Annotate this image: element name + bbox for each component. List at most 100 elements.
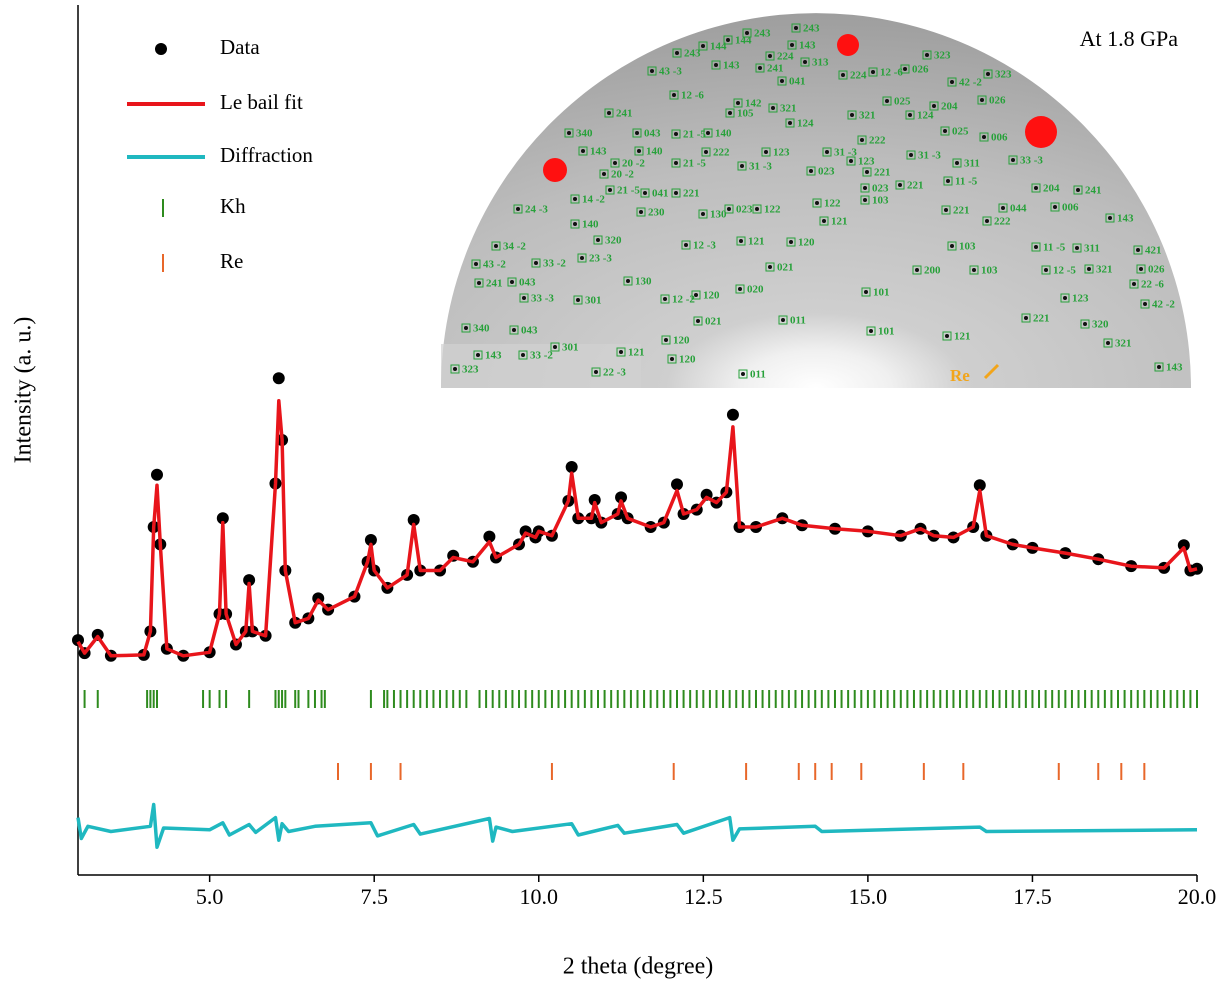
data-point xyxy=(364,534,377,547)
reflection-label: 243 xyxy=(754,28,771,40)
reflection-box xyxy=(671,188,681,198)
reflection-spot xyxy=(714,63,718,67)
reflection-box xyxy=(1050,202,1060,212)
reflection-box xyxy=(636,207,646,217)
reflection-label: 323 xyxy=(995,69,1012,81)
reflection-spot xyxy=(1063,296,1067,300)
reflection-spot xyxy=(1143,302,1147,306)
reflection-label: 224 xyxy=(777,51,794,63)
reflection-label: 221 xyxy=(953,205,970,217)
reflection-box xyxy=(812,198,822,208)
reflection-box xyxy=(647,66,657,76)
reflection-box xyxy=(1084,264,1094,274)
reflection-box xyxy=(765,51,775,61)
legend-label: Data xyxy=(220,35,260,59)
reflection-box xyxy=(450,364,460,374)
reflection-box xyxy=(672,48,682,58)
reflection-box xyxy=(979,132,989,142)
reflection-label: 42 -2 xyxy=(959,77,982,89)
reflection-box xyxy=(905,110,915,120)
reflection-label: 222 xyxy=(713,147,730,159)
reflection-box xyxy=(667,354,677,364)
reflection-spot xyxy=(771,106,775,110)
reflection-label: 321 xyxy=(859,110,876,122)
reflection-label: 025 xyxy=(952,126,969,138)
reflection-spot xyxy=(781,318,785,322)
reflection-spot xyxy=(704,150,708,154)
reflection-box xyxy=(857,135,867,145)
reflection-box xyxy=(998,203,1008,213)
reflection-spot xyxy=(494,244,498,248)
reflection-spot xyxy=(815,201,819,205)
data-point xyxy=(150,468,163,481)
reflection-label: 21 -5 xyxy=(683,158,706,170)
reflection-label: 026 xyxy=(1148,264,1165,276)
reflection-label: 021 xyxy=(777,262,794,274)
reflection-label: 204 xyxy=(941,101,958,113)
data-point xyxy=(272,372,285,385)
reflection-spot xyxy=(738,287,742,291)
reflection-label: 026 xyxy=(912,64,929,76)
reflection-box xyxy=(577,253,587,263)
reflection-label: 230 xyxy=(648,207,665,219)
reflection-spot xyxy=(908,113,912,117)
reflection-label: 12 -6 xyxy=(880,67,903,79)
reflection-box xyxy=(906,150,916,160)
reflection-label: 026 xyxy=(989,95,1006,107)
reflection-label: 103 xyxy=(981,265,998,277)
reflection-label: 124 xyxy=(917,110,934,122)
reflection-label: 12 -5 xyxy=(1053,265,1076,277)
reflection-label: 320 xyxy=(1092,319,1109,331)
reflection-box xyxy=(895,180,905,190)
reflection-spot xyxy=(650,69,654,73)
reflection-label: 006 xyxy=(991,132,1008,144)
reflection-box xyxy=(947,241,957,251)
reflection-box xyxy=(882,96,892,106)
reflection-label: 22 -3 xyxy=(603,367,626,379)
reflection-label: 143 xyxy=(485,350,502,362)
data-point xyxy=(216,512,229,525)
reflection-box xyxy=(623,276,633,286)
reflection-spot xyxy=(684,243,688,247)
reflection-spot xyxy=(1011,158,1015,162)
reflection-spot xyxy=(674,191,678,195)
reflection-label: 311 xyxy=(1084,243,1100,255)
reflection-box xyxy=(912,265,922,275)
reflection-box xyxy=(1103,338,1113,348)
reflection-box xyxy=(461,323,471,333)
legend-label: Kh xyxy=(220,194,246,218)
reflection-label: 241 xyxy=(486,278,503,290)
reflection-label: 11 -5 xyxy=(1043,242,1066,254)
reflection-label: 222 xyxy=(869,135,886,147)
reflection-box xyxy=(969,265,979,275)
reflection-box xyxy=(518,350,528,360)
reflection-box xyxy=(1021,313,1031,323)
reflection-spot xyxy=(768,54,772,58)
reflection-box xyxy=(701,147,711,157)
reflection-box xyxy=(738,369,748,379)
reflection-box xyxy=(616,347,626,357)
reflection-spot xyxy=(758,66,762,70)
reflection-spot xyxy=(768,265,772,269)
reflection-spot xyxy=(945,334,949,338)
reflection-spot xyxy=(1001,206,1005,210)
reflection-box xyxy=(1008,155,1018,165)
reflection-spot xyxy=(674,132,678,136)
reflection-spot xyxy=(696,319,700,323)
reflection-box xyxy=(573,295,583,305)
reflection-spot xyxy=(764,150,768,154)
reflection-label: 320 xyxy=(605,235,622,247)
reflection-box xyxy=(1136,264,1146,274)
reflection-spot xyxy=(675,51,679,55)
reflection-spot xyxy=(915,268,919,272)
reflection-label: 33 -2 xyxy=(543,258,566,270)
data-point xyxy=(973,479,986,492)
reflection-label: 243 xyxy=(684,48,701,60)
reflection-spot xyxy=(1136,248,1140,252)
reflection-label: 224 xyxy=(850,70,867,82)
reflection-label: 321 xyxy=(1115,338,1132,350)
reflection-spot xyxy=(1106,341,1110,345)
y-axis-label: Intensity (a. u.) xyxy=(11,317,37,464)
reflection-box xyxy=(860,195,870,205)
re-spot xyxy=(837,34,859,56)
